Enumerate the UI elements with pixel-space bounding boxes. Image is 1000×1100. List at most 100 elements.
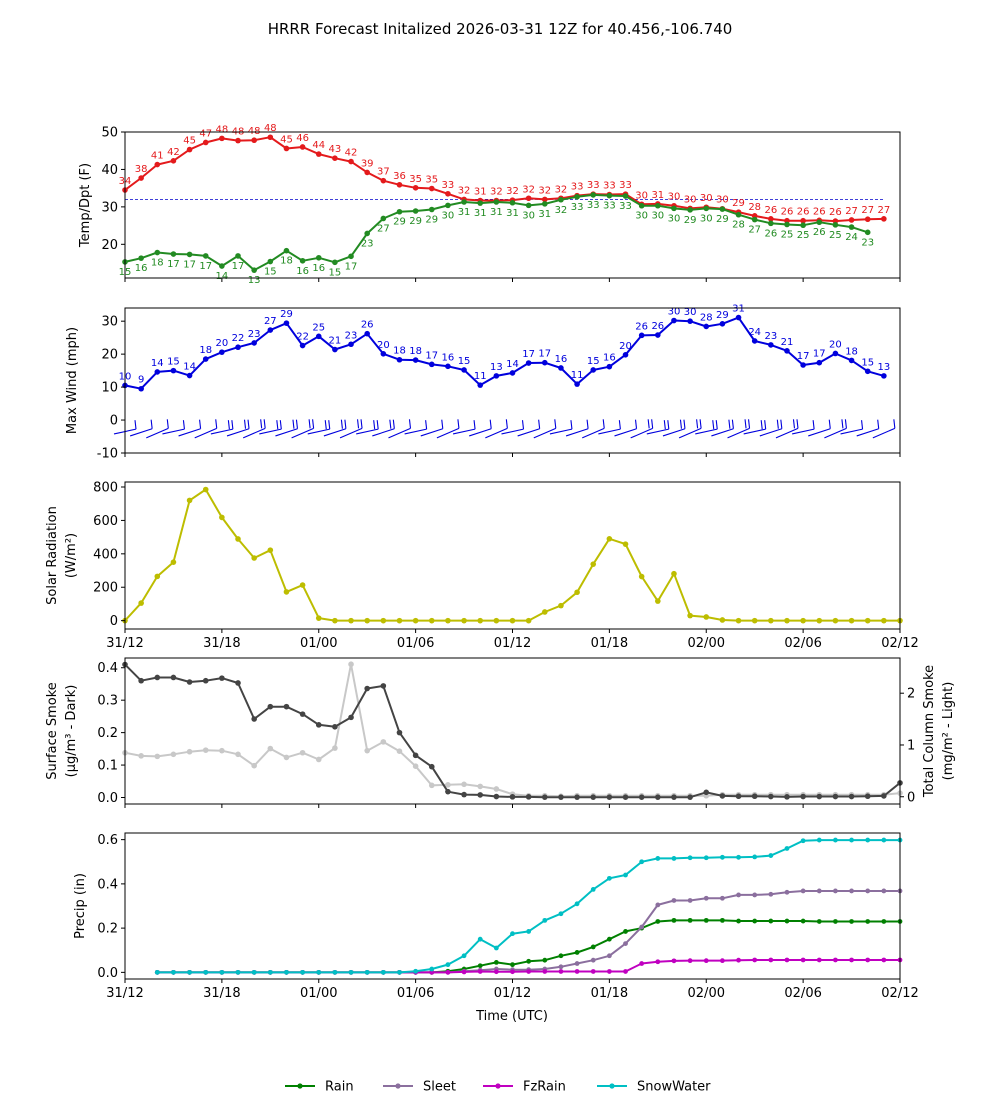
solar-y-axis-units: (W/m²) (64, 533, 79, 578)
dewpoint-data-label: 13 (248, 275, 261, 286)
wind-data-label: 29 (716, 310, 729, 321)
rain-point (849, 919, 854, 924)
wind-barb (840, 428, 863, 435)
wind-barb-flag (308, 419, 311, 429)
wind-barb-flag (570, 420, 573, 430)
legend-entry: Sleet (423, 1080, 456, 1095)
x-tick-label: 01/12 (494, 636, 531, 651)
wind-barb-flag (764, 420, 767, 430)
legend-entry: Rain (325, 1080, 354, 1095)
max-wind-point (622, 351, 629, 358)
surface-smoke-point (800, 793, 806, 800)
wind-barb (678, 427, 702, 439)
wind-barb (630, 427, 653, 439)
wind-data-label: 30 (668, 307, 681, 318)
snowwater-point (300, 969, 306, 975)
temperature-data-label: 35 (425, 175, 438, 186)
total-column-smoke-point (445, 782, 451, 788)
sleet-point (655, 902, 661, 908)
snowwater-point (655, 856, 661, 861)
wind-data-label: 16 (603, 353, 616, 364)
wind-barb-flag (760, 420, 763, 430)
dewpoint-data-label: 26 (764, 228, 777, 239)
snowwater-point (752, 854, 758, 860)
max-wind-point (525, 360, 532, 366)
snowwater-point (800, 838, 806, 844)
max-wind-point (428, 361, 435, 368)
temperature-data-label: 27 (877, 205, 890, 216)
dewpoint-point (348, 253, 354, 260)
sleet-point (816, 888, 822, 894)
wind-barb-flag (344, 419, 347, 429)
sleet-point (865, 888, 871, 894)
solar-radiation-point (445, 617, 451, 624)
wind-barb (452, 428, 476, 435)
wind-barb-flag (651, 419, 654, 429)
dewpoint-data-label: 31 (506, 208, 519, 219)
wind-barb-flag (408, 419, 412, 429)
snowwater-point (510, 931, 515, 937)
dewpoint-point (816, 219, 823, 226)
solar-radiation-point (412, 617, 419, 624)
temperature-point (412, 184, 419, 191)
dewpoint-data-label: 29 (409, 216, 422, 227)
wind-barb (259, 428, 282, 435)
surface-smoke-point (299, 711, 306, 717)
solar-radiation-point (315, 615, 322, 621)
wind-data-label: 17 (813, 349, 826, 360)
wind-data-label: 14 (151, 358, 164, 369)
temperature-data-label: 36 (393, 171, 406, 182)
snowwater-point (703, 855, 709, 861)
dewpoint-point (590, 192, 597, 198)
x-tick-label: 31/18 (203, 636, 240, 651)
wind-barb-flag (231, 420, 234, 430)
wind-barb-flag (227, 420, 230, 430)
solar-radiation-point (267, 547, 274, 553)
temperature-point (267, 134, 274, 141)
temperature-data-label: 33 (619, 180, 632, 191)
fzrain-point (461, 969, 467, 975)
wind-barb (194, 427, 217, 439)
dewpoint-data-label: 18 (280, 256, 293, 267)
rain-point (768, 918, 774, 924)
temperature-data-label: 30 (716, 195, 729, 206)
wind-barb-flag (696, 419, 699, 429)
wind-barb (775, 427, 799, 439)
dewpoint-data-label: 29 (684, 215, 697, 226)
max-wind-point (364, 330, 370, 337)
solar-radiation-point (493, 617, 500, 624)
sleet-point (623, 941, 628, 947)
precip-y-tick-label: 0.2 (97, 922, 118, 937)
wind-barb-flag (489, 419, 492, 429)
dewpoint-data-label: 30 (442, 210, 455, 221)
surface-smoke-point (428, 763, 435, 770)
temperature-point (848, 217, 855, 223)
sleet-point (881, 888, 887, 894)
dewpoint-point (445, 202, 451, 209)
surface-smoke-point (655, 794, 661, 800)
smoke-left-y-tick-label: 0.2 (97, 726, 118, 741)
wind-data-label: 18 (409, 346, 422, 357)
dewpoint-point (170, 251, 177, 257)
snowwater-point (639, 859, 645, 865)
max-wind-point (299, 342, 306, 349)
wind-barb (824, 427, 847, 439)
x-tick-label: 01/18 (591, 986, 628, 1001)
wind-data-label: 21 (329, 336, 342, 347)
wind-barb (275, 428, 298, 437)
wind-barb-flag (663, 420, 666, 430)
fzrain-point (510, 969, 515, 975)
fzrain-point (606, 969, 612, 974)
snowwater-point (687, 855, 693, 861)
solar-radiation-point (687, 612, 693, 619)
temperature-data-label: 26 (829, 207, 842, 218)
wind-data-label: 20 (216, 338, 229, 349)
wind-barb (291, 427, 314, 439)
fzrain-point (816, 957, 822, 963)
solar-radiation-point (881, 617, 887, 624)
wind-barb (582, 427, 605, 439)
surface-smoke-point (703, 789, 710, 796)
wind-barb (307, 428, 330, 435)
total-column-smoke-point (380, 739, 387, 745)
